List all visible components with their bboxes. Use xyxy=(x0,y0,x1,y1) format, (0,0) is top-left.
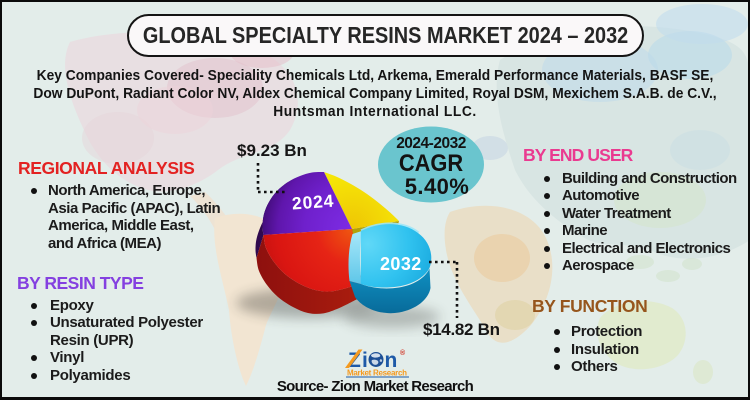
svg-text:®: ® xyxy=(400,349,406,357)
svg-text:i: i xyxy=(362,349,368,372)
svg-text:n: n xyxy=(385,349,398,372)
svg-text:Market Research: Market Research xyxy=(347,369,407,378)
